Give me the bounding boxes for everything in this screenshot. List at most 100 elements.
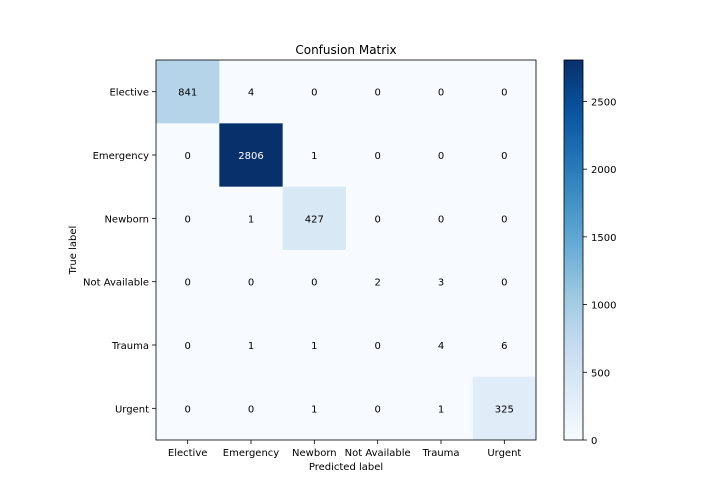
heatmap-cell [282,186,347,251]
cell-value-label: 0 [248,278,254,289]
heatmap-cell [156,313,220,378]
heatmap-cell [472,376,537,441]
heatmap-cell [346,376,410,441]
cell-value-label: 0 [374,88,380,99]
heatmap-cell [156,60,220,124]
heatmap-cell [282,250,347,314]
cell-value-label: 841 [178,88,197,99]
y-axis-label: True label [68,226,79,276]
cell-value-label: 0 [374,341,380,352]
heatmap-cell [346,313,410,378]
heatmap-cell [219,123,284,188]
cell-value-label: 0 [501,151,507,162]
heatmap-cell [282,123,347,188]
cell-value-label: 0 [311,88,317,99]
cell-value-label: 3 [438,278,444,289]
x-axis-label: Predicted label [309,462,383,473]
cell-value-label: 1 [248,214,254,225]
heatmap-cell [156,186,220,251]
y-tick-label: Not Available [83,278,149,289]
heatmap-cell [219,376,284,441]
heatmap-cell [472,313,537,378]
colorbar-tick-label: 2000 [591,165,616,176]
x-tick-label: Not Available [345,448,411,459]
cell-value-label: 0 [501,214,507,225]
cell-value-label: 325 [495,404,514,415]
cell-value-label: 0 [184,341,190,352]
cell-value-label: 0 [501,88,507,99]
chart-title: Confusion Matrix [295,43,396,57]
y-tick-label: Newborn [104,214,149,225]
heatmap-cell [409,123,474,188]
cell-value-label: 2 [374,278,380,289]
cell-value-label: 0 [438,151,444,162]
plot-frame [155,59,537,441]
heatmap-cell [219,60,284,124]
heatmap-cell [346,60,410,124]
heatmap-cell [219,186,284,251]
heatmap-cell [346,123,410,188]
x-tick-label: Emergency [223,448,279,459]
y-tick-label: Urgent [115,404,149,415]
y-tick-label: Emergency [93,151,149,162]
heatmap-cell [409,376,474,441]
x-tick-label: Newborn [292,448,337,459]
colorbar-tick-label: 1500 [591,233,616,244]
x-tick-label: Elective [168,448,208,459]
cell-value-label: 0 [311,278,317,289]
heatmap-cell [409,186,474,251]
cell-value-label: 0 [438,88,444,99]
cell-value-label: 0 [184,404,190,415]
heatmap-cell [409,313,474,378]
cell-value-label: 1 [311,151,317,162]
heatmap-cell [409,60,474,124]
cell-value-label: 2806 [238,151,263,162]
cell-value-label: 0 [374,404,380,415]
colorbar-tick-label: 1000 [591,301,616,312]
heatmap-cell [409,250,474,314]
cell-value-label: 1 [311,404,317,415]
cell-value-label: 4 [438,341,444,352]
cell-value-label: 4 [248,88,254,99]
heatmap-cell [346,186,410,251]
cell-value-label: 0 [184,214,190,225]
colorbar-ticks: 0 500 1000 1500 2000 2500 [583,97,616,447]
heatmap-cell [156,123,220,188]
heatmap-cells: 841 4 0 0 0 0 0 2806 1 0 0 0 0 1 427 0 0 0 0 0 0 2 3 0 0 1 1 0 4 6 0 0 1… [156,60,537,441]
x-tick-label: Urgent [487,448,521,459]
heatmap-cell [472,60,537,124]
heatmap-cell [156,376,220,441]
cell-value-label: 1 [311,341,317,352]
cell-value-label: 0 [184,278,190,289]
heatmap-cell [472,250,537,314]
x-tick-label: Trauma [421,448,459,459]
colorbar [563,59,584,441]
colorbar-tick-label: 0 [591,436,597,447]
cell-value-label: 0 [501,278,507,289]
cell-value-label: 0 [438,214,444,225]
colorbar-tick-label: 500 [591,368,610,379]
cell-value-label: 0 [374,214,380,225]
cell-value-label: 0 [374,151,380,162]
heatmap-cell [219,250,284,314]
heatmap-cell [472,186,537,251]
cell-value-label: 0 [184,151,190,162]
heatmap-cell [282,60,347,124]
heatmap-cell [346,250,410,314]
heatmap-cell [472,123,537,188]
cell-value-label: 6 [501,341,507,352]
y-tick-label: Trauma [111,341,149,352]
colorbar-tick-label: 2500 [591,97,616,108]
y-tick-label: Elective [109,88,149,99]
heatmap-cell [282,376,347,441]
y-axis-ticks: Elective Emergency Newborn Not Available Tra… [83,88,156,415]
x-axis-ticks: Elective Emergency Newborn Not Available Tra… [168,440,521,459]
cell-value-label: 1 [438,404,444,415]
cell-value-label: 1 [248,341,254,352]
heatmap-cell [156,250,220,314]
heatmap-cell [219,313,284,378]
heatmap-cell [282,313,347,378]
cell-value-label: 0 [248,404,254,415]
cell-value-label: 427 [305,214,324,225]
